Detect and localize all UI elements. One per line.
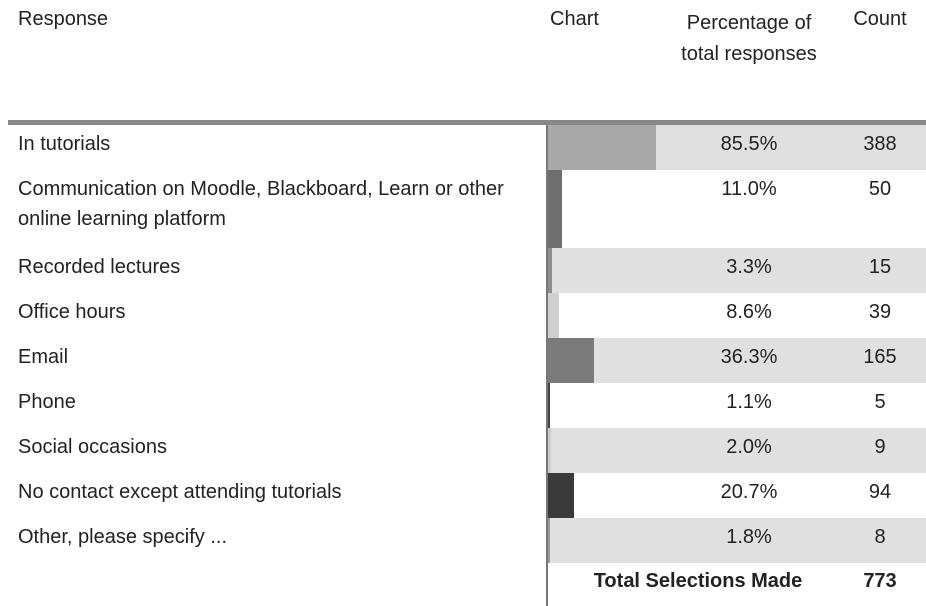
bar (548, 170, 562, 248)
bar (548, 518, 551, 563)
total-label: Total Selections Made (593, 570, 803, 592)
percentage: 20.7% (720, 481, 778, 503)
count: 388 (863, 133, 897, 155)
percentage: 36.3% (720, 346, 778, 368)
row-label: No contact except attending tutorials (18, 481, 342, 503)
column-header: Count (853, 8, 907, 30)
row-label: Social occasions (18, 436, 167, 458)
count: 39 (868, 301, 892, 323)
column-rule (546, 125, 548, 606)
bar (548, 383, 550, 428)
count: 5 (874, 391, 886, 413)
percentage: 1.1% (726, 391, 772, 413)
row-band (548, 338, 926, 383)
column-header: Chart (550, 8, 599, 30)
header-rule (8, 120, 926, 125)
count: 94 (868, 481, 892, 503)
count: 8 (874, 526, 886, 548)
row-label: Recorded lectures (18, 256, 181, 278)
column-header: Response (18, 8, 109, 30)
count: 9 (874, 436, 886, 458)
row-label: Communication on Moodle, Blackboard, Lea… (18, 178, 504, 230)
row-label: Email (18, 346, 69, 368)
bar (548, 338, 594, 383)
percentage: 3.3% (726, 256, 772, 278)
column-header: Percentage of total responses (681, 12, 817, 65)
percentage: 8.6% (726, 301, 772, 323)
row-label: In tutorials (18, 133, 111, 155)
row-band (548, 518, 926, 563)
bar (548, 293, 559, 338)
percentage: 1.8% (726, 526, 772, 548)
bar (548, 248, 553, 293)
row-band (548, 428, 926, 473)
bar (548, 473, 575, 518)
count: 15 (868, 256, 892, 278)
bar (548, 125, 656, 170)
row-label: Office hours (18, 301, 126, 323)
count: 165 (863, 346, 897, 368)
count: 50 (868, 178, 892, 200)
row-label: Other, please specify ... (18, 526, 227, 548)
percentage: 2.0% (726, 436, 772, 458)
percentage: 11.0% (721, 178, 777, 200)
total-count: 773 (863, 570, 897, 592)
percentage: 85.5% (720, 133, 778, 155)
bar (548, 428, 551, 473)
row-band (548, 248, 926, 293)
row-label: Phone (18, 391, 76, 413)
